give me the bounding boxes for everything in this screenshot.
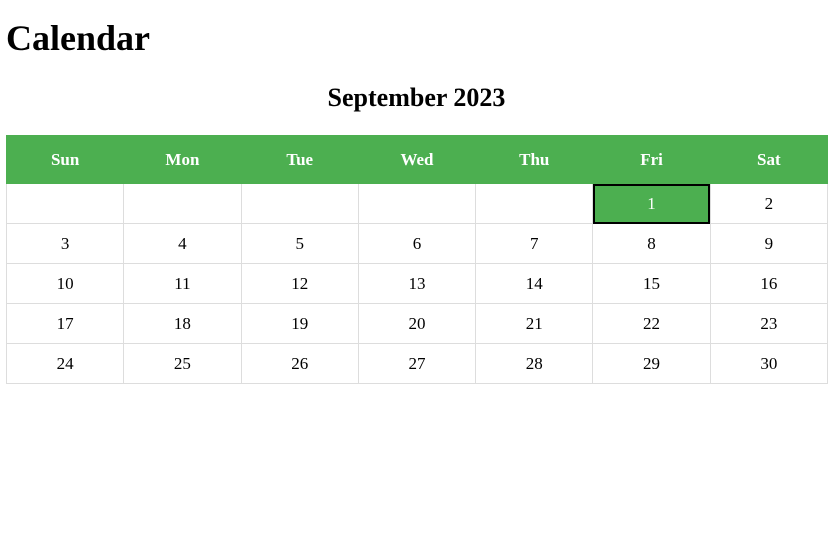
day-cell[interactable]: 14: [475, 263, 594, 304]
day-cell[interactable]: 25: [123, 343, 242, 384]
day-cell[interactable]: 24: [5, 343, 125, 384]
weekday-sat: Sat: [709, 135, 829, 184]
day-cell[interactable]: 11: [123, 263, 242, 304]
day-cell[interactable]: 23: [709, 303, 829, 344]
day-cell[interactable]: 7: [475, 223, 594, 264]
day-cell[interactable]: 10: [5, 263, 125, 304]
weekday-wed: Wed: [357, 135, 477, 184]
day-cell[interactable]: 29: [592, 343, 711, 384]
week-row: 17 18 19 20 21 22 23: [5, 303, 829, 344]
day-cell[interactable]: 15: [592, 263, 711, 304]
weekday-header: Sun Mon Tue Wed Thu Fri Sat: [5, 135, 829, 184]
empty-day-cell: [5, 183, 125, 224]
week-row: 1 2: [5, 183, 829, 224]
weekday-thu: Thu: [475, 135, 594, 184]
day-cell[interactable]: 20: [357, 303, 477, 344]
week-row: 10 11 12 13 14 15 16: [5, 263, 829, 304]
day-cell[interactable]: 30: [709, 343, 829, 384]
day-cell[interactable]: 9: [709, 223, 829, 264]
day-cell[interactable]: 28: [475, 343, 594, 384]
selected-day-cell[interactable]: 1: [592, 183, 711, 224]
day-cell[interactable]: 26: [240, 343, 359, 384]
empty-day-cell: [240, 183, 359, 224]
week-row: 3 4 5 6 7 8 9: [5, 223, 829, 264]
day-cell[interactable]: 13: [357, 263, 477, 304]
day-cell[interactable]: 12: [240, 263, 359, 304]
day-cell[interactable]: 4: [123, 223, 242, 264]
empty-day-cell: [357, 183, 477, 224]
weekday-sun: Sun: [5, 135, 125, 184]
week-row: 24 25 26 27 28 29 30: [5, 343, 829, 384]
empty-day-cell: [475, 183, 594, 224]
weekday-row: Sun Mon Tue Wed Thu Fri Sat: [5, 135, 829, 184]
page-title: Calendar: [6, 18, 150, 58]
weekday-tue: Tue: [240, 135, 359, 184]
day-cell[interactable]: 3: [5, 223, 125, 264]
day-cell[interactable]: 8: [592, 223, 711, 264]
day-cell[interactable]: 2: [709, 183, 829, 224]
calendar-grid: Sun Mon Tue Wed Thu Fri Sat 1 2 3 4: [5, 135, 829, 384]
weekday-mon: Mon: [123, 135, 242, 184]
day-cell[interactable]: 17: [5, 303, 125, 344]
day-cell[interactable]: 18: [123, 303, 242, 344]
empty-day-cell: [123, 183, 242, 224]
day-cell[interactable]: 22: [592, 303, 711, 344]
day-cell[interactable]: 21: [475, 303, 594, 344]
day-cell[interactable]: 16: [709, 263, 829, 304]
day-cell[interactable]: 27: [357, 343, 477, 384]
calendar-body: 1 2 3 4 5 6 7 8 9 10 11 12 13 14 15 16: [5, 183, 829, 384]
month-title: September 2023: [327, 83, 506, 112]
day-cell[interactable]: 6: [357, 223, 477, 264]
weekday-fri: Fri: [592, 135, 711, 184]
day-cell[interactable]: 5: [240, 223, 359, 264]
day-cell[interactable]: 19: [240, 303, 359, 344]
